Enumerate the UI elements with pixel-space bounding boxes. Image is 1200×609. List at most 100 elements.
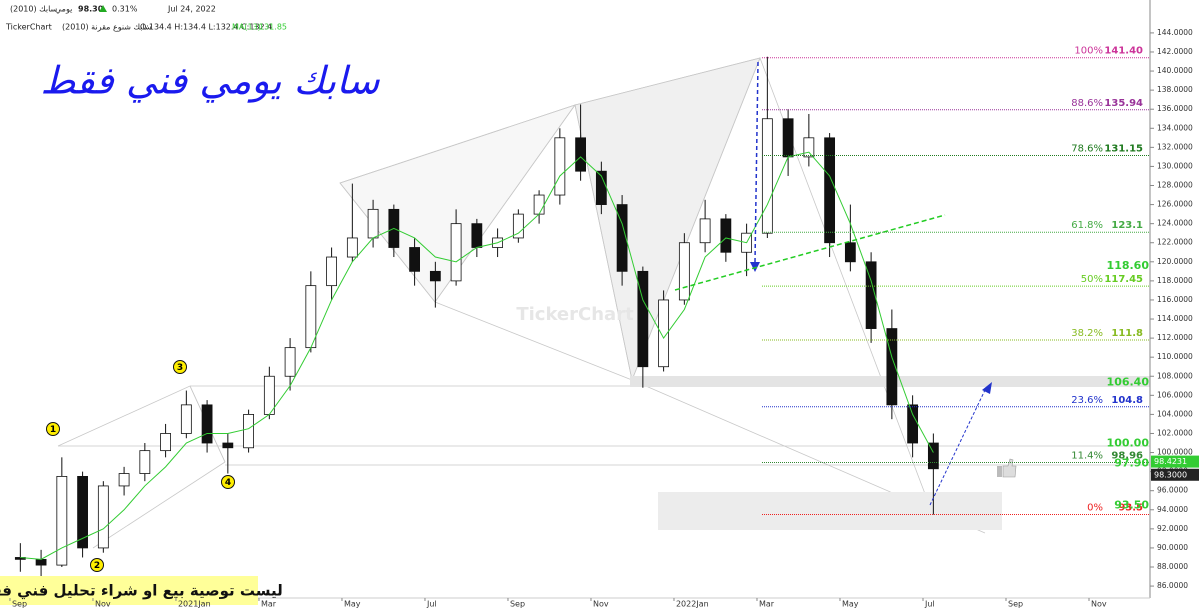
candle-body: [77, 475, 88, 549]
y-tick-label: 136.0000: [1157, 104, 1193, 113]
candle-body: [429, 270, 441, 282]
y-tick-label: 90.0000: [1157, 543, 1188, 552]
y-tick-label: 102.0000: [1157, 428, 1193, 437]
y-tick-label: 134.0000: [1157, 123, 1193, 132]
candle-body: [575, 137, 587, 172]
disclaimer: ليست توصية بيع او شراء تحليل فني فقط: [0, 582, 283, 600]
candle-body: [180, 404, 192, 434]
y-tick-label: 122.0000: [1157, 238, 1193, 247]
candle-body: [284, 347, 296, 377]
candle-body: [554, 137, 566, 196]
y-tick-label: 96.0000: [1157, 486, 1188, 495]
x-tick-label: Mar: [261, 600, 277, 609]
fib-value: 135.94: [1104, 98, 1143, 109]
y-tick-label: 138.0000: [1157, 85, 1193, 94]
candle-body: [782, 118, 794, 158]
level-label: 118.60: [1107, 259, 1150, 272]
price-marker: [1151, 455, 1199, 468]
y-tick-label: 88.0000: [1157, 562, 1188, 571]
fib-level: 23.6%: [1071, 395, 1103, 406]
y-tick-label: 94.0000: [1157, 505, 1188, 514]
y-tick-label: 120.0000: [1157, 257, 1193, 266]
x-tick-label: 2022Jan: [676, 600, 709, 609]
period: يومي: [55, 5, 72, 14]
candle-body: [35, 558, 47, 566]
candle-body: [118, 473, 130, 487]
fib-value: 98.96: [1111, 450, 1143, 461]
x-tick-label: Nov: [1091, 600, 1107, 609]
y-tick-label: 124.0000: [1157, 219, 1193, 228]
y-tick-label: 106.0000: [1157, 390, 1193, 399]
instrument-name: سابك شنوع مقرنة (2010): [62, 23, 152, 32]
y-tick-label: 116.0000: [1157, 295, 1193, 304]
up-icon: [99, 5, 107, 12]
wave-label: 3: [177, 363, 183, 373]
x-tick-label: Nov: [593, 600, 609, 609]
change: 0.31%: [112, 5, 138, 14]
candle-body: [699, 218, 711, 244]
candle-body: [907, 404, 919, 444]
fib-level: 78.6%: [1071, 143, 1103, 154]
candle-body: [409, 247, 420, 272]
candle-body: [222, 442, 234, 449]
fib-level: 61.8%: [1071, 220, 1103, 231]
wave-label: 4: [225, 478, 231, 488]
candle-body: [56, 475, 68, 566]
y-tick-label: 142.0000: [1157, 47, 1193, 56]
fib-value: 117.45: [1104, 274, 1143, 285]
ohlc: O:134.4 H:134.4 L:132.4 C:132.4: [140, 23, 272, 32]
x-tick-label: Mar: [759, 600, 775, 609]
fib-level: 88.6%: [1071, 98, 1103, 109]
candle-body: [471, 223, 483, 248]
candle-body: [450, 223, 462, 282]
plot: [14, 56, 939, 577]
y-tick-label: 114.0000: [1157, 314, 1193, 323]
x-tick-label: Sep: [1008, 600, 1023, 609]
fib-value: 93.5: [1118, 503, 1143, 514]
level-label: 93.50: [1114, 499, 1149, 512]
y-tick-label: 92.0000: [1157, 524, 1188, 533]
candle-body: [761, 118, 773, 234]
y-tick-label: 144.0000: [1157, 28, 1193, 37]
candle-body: [803, 137, 815, 158]
level-label: 100.00: [1107, 437, 1150, 450]
chart-title: سابك يومي فني فقط: [40, 59, 380, 104]
fib-level: 38.2%: [1071, 328, 1103, 339]
candle-body: [886, 328, 898, 406]
fib-level: 0%: [1087, 503, 1103, 514]
thumbs-up-icon: [997, 458, 1017, 478]
candle-body: [512, 213, 524, 239]
candle-body: [97, 485, 109, 549]
candle-body: [160, 433, 171, 452]
candle-body: [844, 242, 856, 263]
fib-value: 141.40: [1104, 46, 1143, 57]
y-tick-label: 86.0000: [1157, 581, 1188, 590]
ma-label: MA(13): [232, 23, 261, 32]
disclaimer-box: [0, 576, 258, 605]
fib-value: 131.15: [1104, 143, 1143, 154]
fib-level: 100%: [1074, 46, 1103, 57]
fib-level: 11.4%: [1071, 450, 1103, 461]
wave-labels: 1 2 3 4: [46, 360, 235, 572]
y-tick-label: 118.0000: [1157, 276, 1193, 285]
candle-body: [243, 414, 254, 449]
price: 98.30: [78, 5, 104, 14]
y-tick-label: 112.0000: [1157, 333, 1193, 342]
symbol: سابك (2010): [10, 5, 58, 14]
wave-label: 1: [50, 425, 56, 435]
y-tick-label: 100.0000: [1157, 448, 1193, 457]
level-label: 97.90: [1114, 457, 1149, 470]
brand: TickerChart: [5, 23, 52, 32]
candle-body: [305, 285, 317, 349]
y-tick-label: 128.0000: [1157, 181, 1193, 190]
x-tick-label: Nov: [95, 600, 111, 609]
x-tick-label: Jul: [426, 600, 437, 609]
fib-level: 50%: [1081, 274, 1103, 285]
x-tick-label: Sep: [12, 600, 27, 609]
y-tick-label: 140.0000: [1157, 66, 1193, 75]
arrowhead: [982, 382, 992, 394]
zone-box: [658, 492, 1002, 530]
fib-value: 123.1: [1111, 220, 1143, 231]
pattern-line: [92, 461, 226, 549]
